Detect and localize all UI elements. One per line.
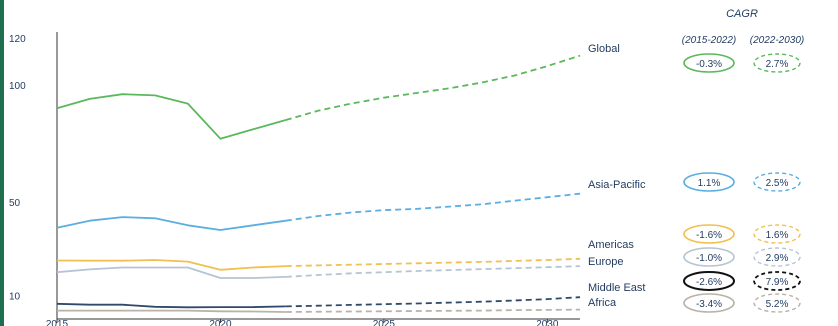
cagr-europe-historic-value: -1.0% — [696, 253, 722, 264]
cagr-americas-projected-value: 1.6% — [766, 230, 789, 241]
x-tick-label: 2015 — [46, 319, 69, 326]
series-labels: Global Asia-Pacific Americas Europe Middle E… — [588, 43, 646, 309]
series-label-middle-east: Middle East — [588, 282, 645, 294]
series-middle-east-actual-line — [56, 302, 286, 309]
series-africa-projection-line — [285, 308, 581, 313]
series-asia-pacific-projection-line — [285, 192, 581, 222]
cagr-middle-east-projected-pill — [753, 271, 801, 291]
cagr-global-historic-value: -0.3% — [696, 59, 722, 70]
series-layer — [56, 54, 581, 313]
cagr-americas-historic-pill — [683, 224, 735, 244]
cagr-africa-historic-pill — [683, 293, 735, 313]
cagr-asia-pacific-projected-pill — [753, 172, 801, 192]
cagr-europe-projected-pill — [753, 247, 801, 267]
series-americas-projection-line — [285, 257, 581, 267]
cagr-europe-projected-value: 2.9% — [766, 253, 789, 264]
series-global-actual-line — [56, 93, 287, 140]
y-tick-label: 50 — [9, 198, 21, 209]
left-accent-bar — [0, 0, 4, 326]
cagr-header: CAGR — [726, 8, 758, 20]
cagr-africa-projected-pill — [753, 293, 801, 313]
series-europe-actual-line — [56, 266, 286, 279]
cagr-middle-east-historic-value: -2.6% — [696, 277, 722, 288]
cagr-middle-east-historic-pill — [683, 271, 735, 291]
cagr-global-historic-pill — [683, 53, 735, 73]
cagr-global-projected-value: 2.7% — [766, 59, 789, 70]
cagr-col1-label: (2015-2022) — [682, 35, 736, 46]
cagr-global-projected-pill — [753, 53, 801, 73]
cagr-asia-pacific-historic-value: 1.1% — [698, 178, 721, 189]
axes: 10 50 100 120 2015 2020 2025 2030 — [9, 32, 580, 326]
series-global-projection-line — [285, 54, 581, 121]
series-middle-east-projection-line — [285, 296, 581, 308]
series-label-europe: Europe — [588, 256, 623, 268]
series-europe-projection-line — [285, 265, 581, 278]
series-asia-pacific-actual-line — [56, 216, 286, 231]
cagr-asia-pacific-historic-pill — [683, 172, 735, 192]
y-tick-label: 10 — [9, 292, 21, 303]
series-americas-actual-line — [56, 259, 286, 271]
series-label-asia-pacific: Asia-Pacific — [588, 179, 646, 191]
cagr-americas-projected-pill — [753, 224, 801, 244]
series-africa-actual-line — [57, 309, 286, 313]
cagr-americas-historic-value: -1.6% — [696, 230, 722, 241]
x-tick-label: 2020 — [209, 319, 232, 326]
x-tick-label: 2030 — [536, 319, 559, 326]
cagr-table: CAGR (2015-2022) (2022-2030) -0.3% 2.7% 1.1% 2… — [682, 8, 804, 313]
x-tick-label: 2025 — [373, 319, 396, 326]
series-label-africa: Africa — [588, 297, 617, 309]
series-label-global: Global — [588, 43, 620, 55]
y-tick-label: 120 — [9, 34, 26, 45]
cagr-asia-pacific-projected-value: 2.5% — [766, 178, 789, 189]
cagr-europe-historic-pill — [683, 247, 735, 267]
cagr-col2-label: (2022-2030) — [750, 35, 804, 46]
cagr-middle-east-projected-value: 7.9% — [766, 277, 789, 288]
cagr-africa-projected-value: 5.2% — [766, 299, 789, 310]
series-label-americas: Americas — [588, 239, 634, 251]
y-tick-label: 100 — [9, 81, 26, 92]
cagr-africa-historic-value: -3.4% — [696, 299, 722, 310]
